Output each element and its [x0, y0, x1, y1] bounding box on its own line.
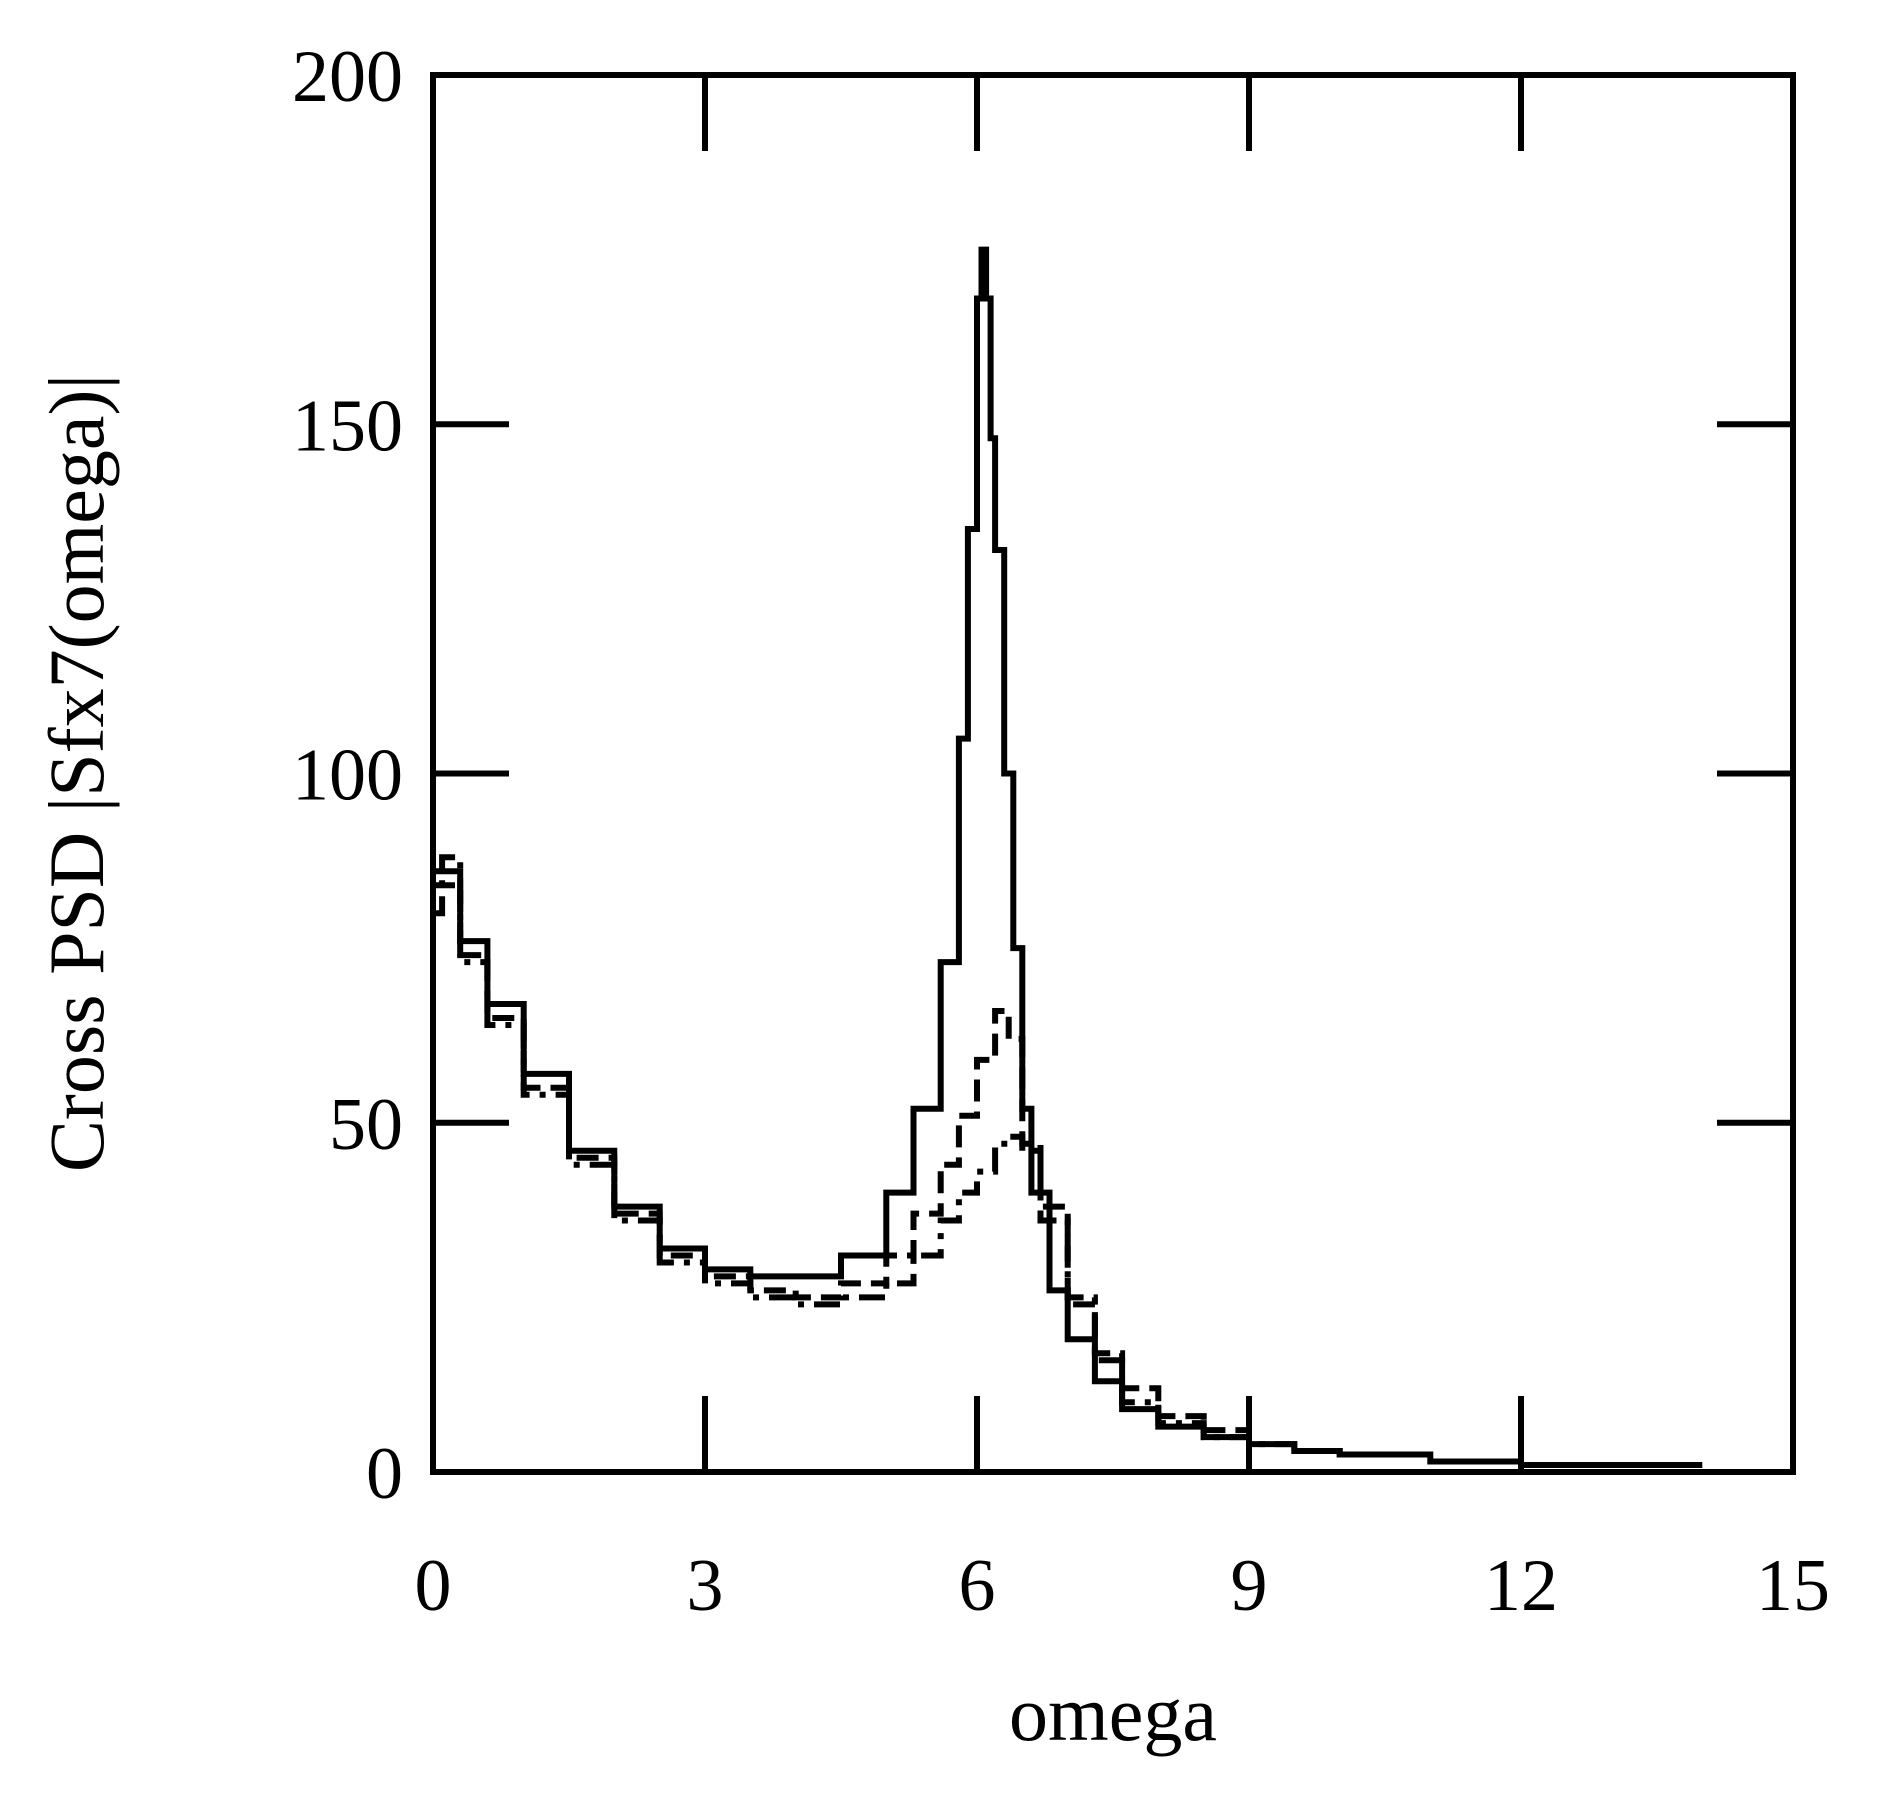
- y-tick-label-150: 150: [292, 385, 403, 467]
- y-tick-label-200: 200: [292, 36, 403, 118]
- x-axis-label: omega: [1009, 1670, 1217, 1757]
- x-tick-label-6: 6: [959, 1545, 996, 1627]
- series-line-curve-2-dashed: [433, 882, 1252, 1441]
- x-tick-label-12: 12: [1484, 1545, 1558, 1627]
- y-tick-label-50: 50: [329, 1084, 403, 1166]
- data-series: [433, 246, 1703, 1468]
- plot-frame: [430, 72, 1796, 1475]
- series-line-curve-3-dash-dot: [433, 854, 1343, 1458]
- y-tick-label-0: 0: [366, 1433, 403, 1515]
- x-tick-labels: 0 3 6 9 12 15: [415, 1545, 1831, 1627]
- y-axis-label: Cross PSD |Sfx7(omega)|: [33, 374, 120, 1172]
- y-tick-labels: 0 50 100 150 200: [292, 36, 403, 1515]
- x-tick-label-3: 3: [687, 1545, 724, 1627]
- x-tick-label-9: 9: [1231, 1545, 1268, 1627]
- x-tick-label-15: 15: [1756, 1545, 1830, 1627]
- x-tick-label-0: 0: [415, 1545, 452, 1627]
- y-tick-label-100: 100: [292, 735, 403, 817]
